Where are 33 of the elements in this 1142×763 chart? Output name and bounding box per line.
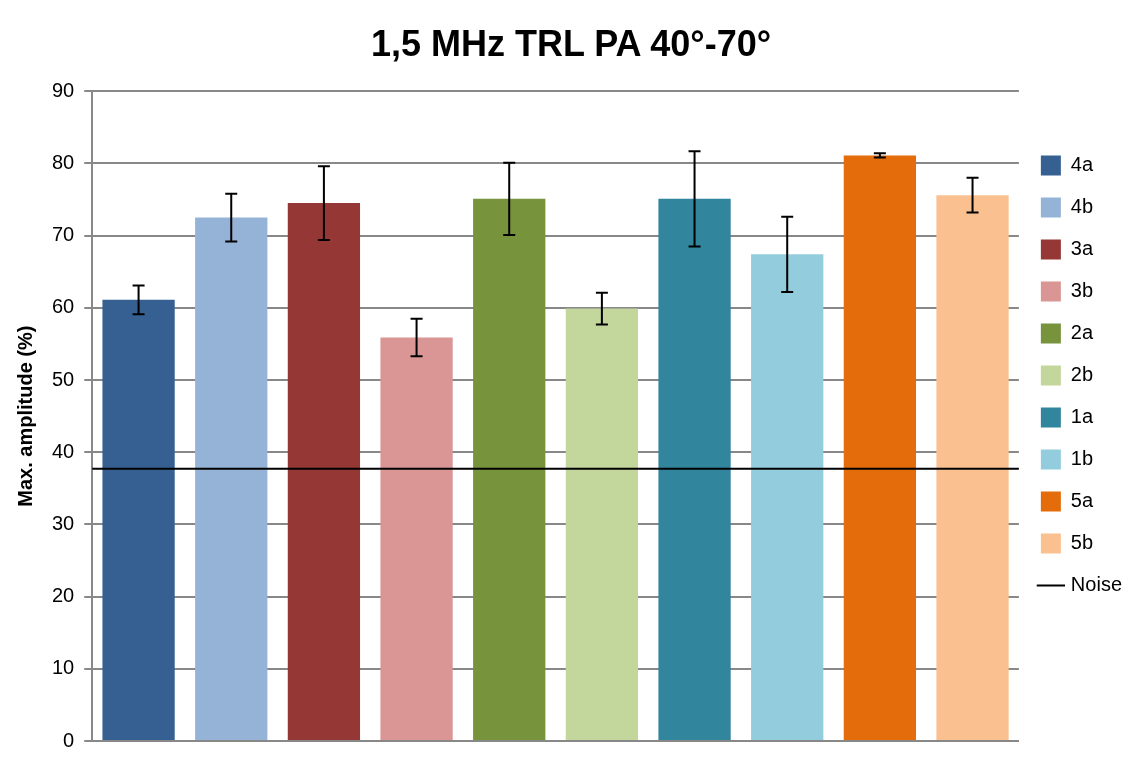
legend-label: 4a <box>1070 153 1094 176</box>
legend-label: 1b <box>1070 447 1094 470</box>
legend-label: 2a <box>1070 321 1094 344</box>
bar <box>287 203 361 740</box>
y-tick-label: 0 <box>63 728 75 751</box>
y-tick-label: 20 <box>52 584 75 607</box>
y-tick-label: 70 <box>52 223 75 246</box>
y-axis-title: Max. amplitude (%) <box>13 325 36 507</box>
bar <box>565 308 639 740</box>
y-tick-label: 60 <box>52 295 75 318</box>
bar <box>380 337 453 740</box>
bar <box>102 299 175 740</box>
bar <box>473 198 546 740</box>
y-tick-label: 80 <box>52 150 75 173</box>
legend-label: 5a <box>1070 489 1094 512</box>
bar <box>751 254 824 740</box>
legend-label: 3a <box>1070 237 1094 260</box>
y-tick-label: 30 <box>52 511 75 534</box>
y-tick-label: 50 <box>52 367 75 390</box>
bar <box>658 198 731 740</box>
legend-label: 1a <box>1070 405 1094 428</box>
bar <box>843 155 917 740</box>
y-tick-label: 40 <box>52 439 75 462</box>
bar <box>936 195 1009 740</box>
legend-label: 4b <box>1070 195 1094 218</box>
bar <box>195 217 268 740</box>
legend-label: Noise <box>1070 573 1123 596</box>
y-tick-label: 10 <box>52 656 75 679</box>
legend-label: 5b <box>1070 531 1094 554</box>
chart-title: 1,5 MHz TRL PA 40°-70° <box>370 22 772 64</box>
y-tick-label: 90 <box>52 78 75 101</box>
legend-label: 2b <box>1070 363 1094 386</box>
legend-label: 3b <box>1070 279 1094 302</box>
